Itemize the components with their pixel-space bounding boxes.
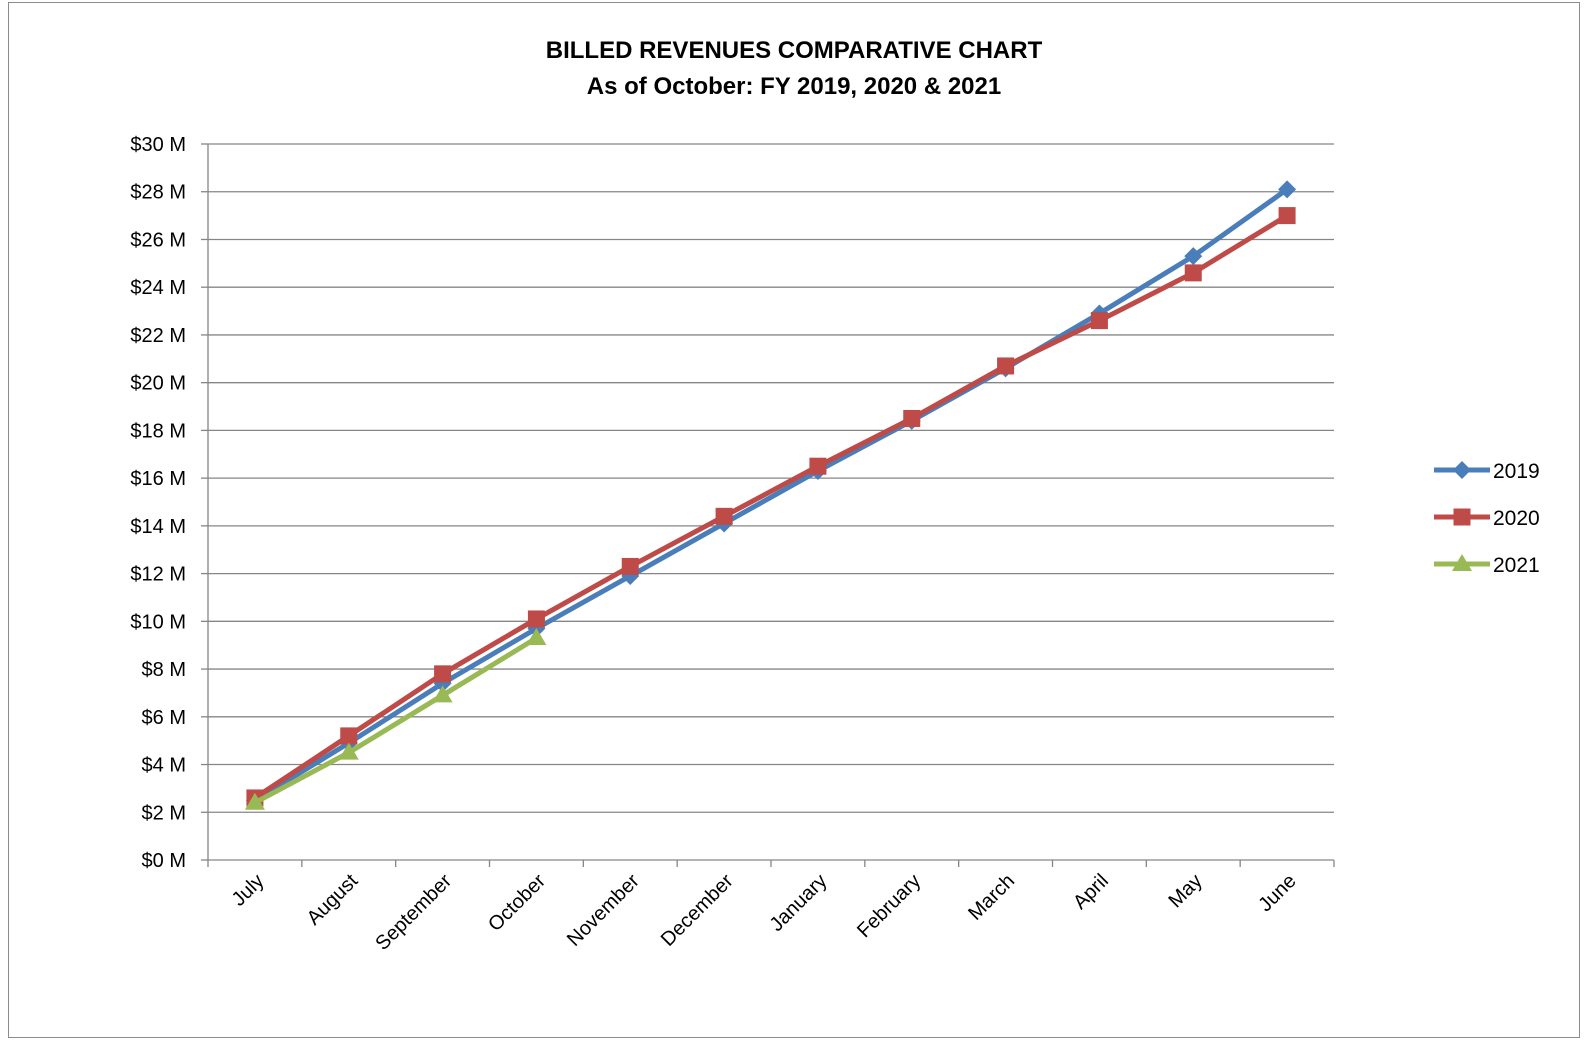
x-tick-label: April (1069, 870, 1113, 914)
y-tick-label: $20 M (130, 373, 186, 395)
series-lines (244, 180, 1297, 810)
x-tick-label: November (563, 870, 644, 951)
data-point (997, 357, 1015, 375)
series-line (253, 213, 1289, 801)
data-point (1090, 312, 1108, 330)
data-point (432, 685, 453, 703)
gridlines (208, 143, 1334, 813)
legend-label: 2021 (1493, 554, 1540, 577)
legend-label: 2020 (1493, 507, 1540, 530)
axes (201, 143, 1335, 867)
legend-marker (1452, 554, 1472, 571)
y-tick-label: $12 M (130, 564, 186, 586)
legend: 2019 2020 2021 (1434, 460, 1540, 577)
legend-marker (1453, 461, 1471, 479)
y-tick-label: $22 M (130, 325, 186, 347)
legend-entry-2020: 2020 (1434, 507, 1540, 530)
data-point (434, 665, 452, 683)
series-line (253, 635, 538, 805)
y-axis-ticks: $0 M $2 M $4 M $6 M $8 M $10 M $12 M $14 M $16 M… (130, 134, 186, 872)
legend-label: 2019 (1493, 460, 1540, 483)
x-tick-label: October (484, 870, 550, 936)
data-point (1278, 207, 1296, 225)
x-tick-label: September (371, 870, 456, 955)
series-2021 (244, 628, 547, 810)
y-tick-label: $4 M (142, 755, 186, 777)
series-line (253, 187, 1289, 803)
data-point (338, 742, 359, 760)
y-tick-label: $14 M (130, 516, 186, 538)
y-tick-label: $30 M (130, 134, 186, 156)
data-point (903, 409, 921, 427)
y-tick-label: $0 M (142, 850, 186, 872)
x-tick-label: July (228, 870, 269, 911)
chart-subtitle: As of October: FY 2019, 2020 & 2021 (587, 73, 1001, 100)
chart-frame (8, 2, 1580, 1038)
y-tick-label: $8 M (142, 659, 186, 681)
data-point (1184, 247, 1203, 266)
data-point (1278, 180, 1297, 199)
x-tick-label: February (853, 870, 925, 942)
y-tick-label: $28 M (130, 182, 186, 204)
legend-entry-2019: 2019 (1434, 460, 1540, 483)
y-tick-label: $16 M (130, 468, 186, 490)
x-tick-label: January (766, 870, 832, 936)
x-tick-label: June (1254, 870, 1300, 916)
data-point (526, 628, 547, 646)
legend-marker (1453, 508, 1471, 526)
y-tick-label: $24 M (130, 277, 186, 299)
x-tick-label: March (964, 870, 1019, 925)
legend-entry-2021: 2021 (1434, 554, 1540, 577)
x-axis-ticks: July August September October November Decemb… (228, 870, 1301, 955)
data-point (1184, 264, 1202, 282)
data-point (244, 792, 265, 810)
data-point (621, 557, 639, 575)
x-tick-label: May (1165, 870, 1207, 912)
data-point (809, 457, 827, 475)
y-tick-label: $10 M (130, 611, 186, 633)
y-tick-label: $2 M (142, 802, 186, 824)
x-tick-label: December (657, 870, 738, 951)
x-tick-label: August (303, 870, 363, 930)
y-tick-label: $6 M (142, 707, 186, 729)
chart-title: BILLED REVENUES COMPARATIVE CHART (546, 37, 1043, 64)
data-point (715, 507, 733, 525)
y-tick-label: $18 M (130, 420, 186, 442)
y-tick-label: $26 M (130, 229, 186, 251)
data-point (340, 727, 358, 745)
series-2019 (245, 180, 1297, 810)
data-point (527, 610, 545, 628)
